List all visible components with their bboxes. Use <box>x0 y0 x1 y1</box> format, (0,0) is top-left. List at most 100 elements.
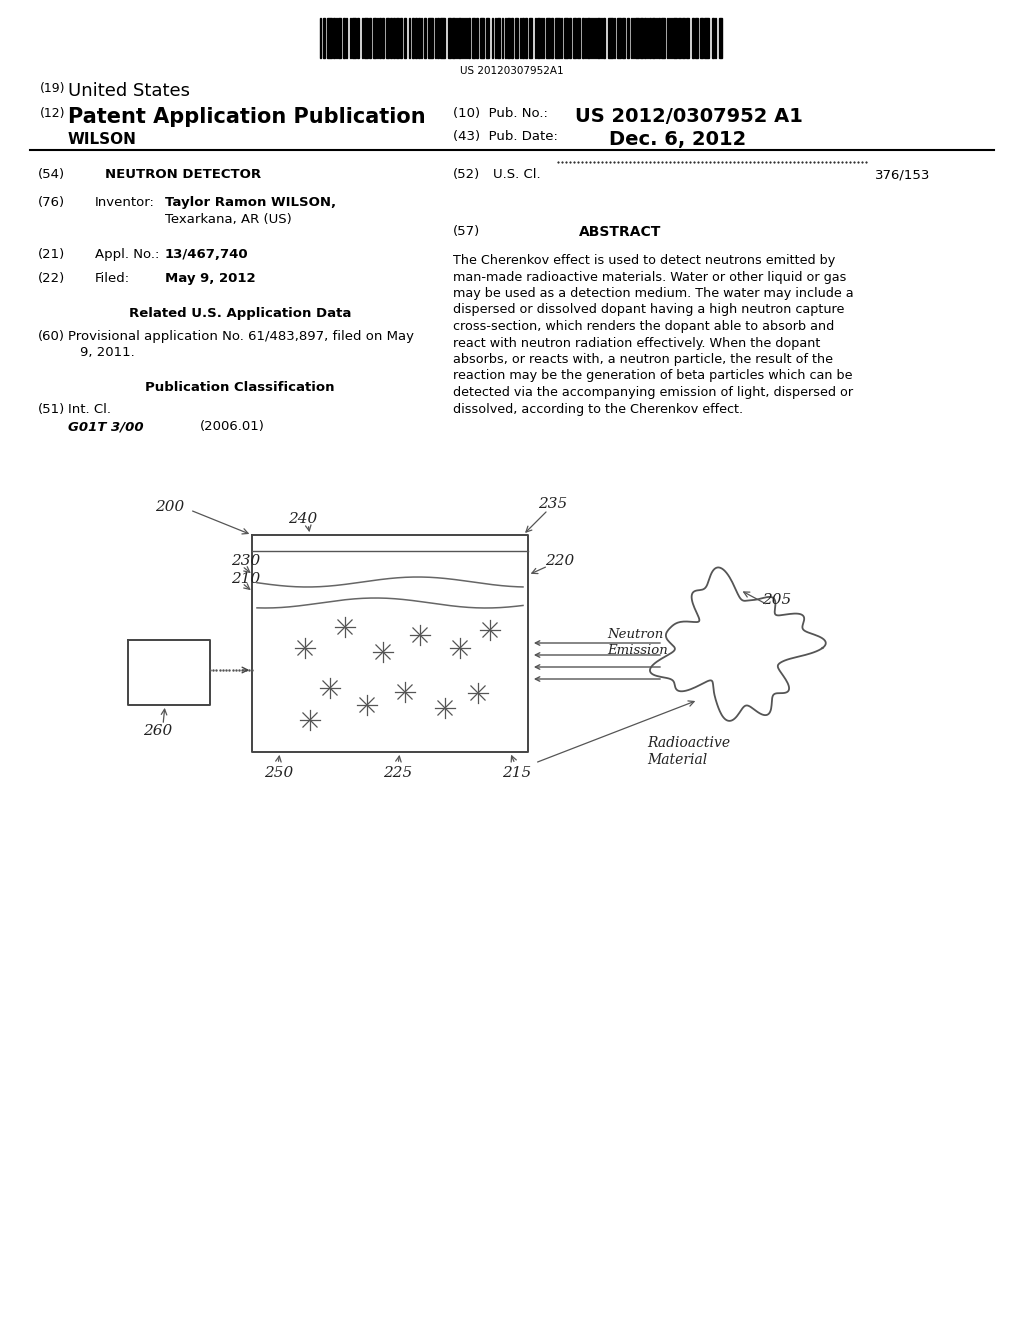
Text: Texarkana, AR (US): Texarkana, AR (US) <box>165 213 292 226</box>
Text: 240: 240 <box>288 512 317 525</box>
Bar <box>468 18 470 58</box>
Bar <box>627 18 629 58</box>
Text: detected via the accompanying emission of light, dispersed or: detected via the accompanying emission o… <box>453 385 853 399</box>
Bar <box>472 18 475 58</box>
Bar <box>404 18 406 58</box>
Text: US 2012/0307952 A1: US 2012/0307952 A1 <box>575 107 803 125</box>
Bar <box>682 18 685 58</box>
Text: Material: Material <box>647 752 708 767</box>
Bar <box>480 18 484 58</box>
Text: ABSTRACT: ABSTRACT <box>579 224 662 239</box>
Text: (76): (76) <box>38 195 66 209</box>
Text: (2006.01): (2006.01) <box>200 420 265 433</box>
Bar <box>338 18 341 58</box>
Bar <box>486 18 489 58</box>
Bar <box>369 18 371 58</box>
Text: 200: 200 <box>155 500 184 513</box>
Bar <box>515 18 518 58</box>
Bar <box>603 18 605 58</box>
Text: US 20120307952A1: US 20120307952A1 <box>460 66 564 77</box>
Bar <box>582 18 584 58</box>
Text: 230: 230 <box>231 554 260 568</box>
Text: (52): (52) <box>453 168 480 181</box>
Text: 235: 235 <box>538 498 567 511</box>
Bar <box>712 18 714 58</box>
Bar <box>323 18 325 58</box>
Bar <box>705 18 709 58</box>
Bar <box>522 18 524 58</box>
Bar <box>673 18 677 58</box>
Text: The Cherenkov effect is used to detect neutrons emitted by: The Cherenkov effect is used to detect n… <box>453 253 836 267</box>
Bar <box>662 18 665 58</box>
Bar <box>640 18 643 58</box>
Bar <box>577 18 580 58</box>
Text: G01T 3/00: G01T 3/00 <box>68 420 143 433</box>
Bar <box>658 18 660 58</box>
Text: Int. Cl.: Int. Cl. <box>68 403 111 416</box>
Text: (60): (60) <box>38 330 65 343</box>
Text: may be used as a detection medium. The water may include a: may be used as a detection medium. The w… <box>453 286 854 300</box>
Bar <box>393 18 395 58</box>
Bar <box>452 18 455 58</box>
Text: (57): (57) <box>453 224 480 238</box>
Text: (22): (22) <box>38 272 66 285</box>
Text: Related U.S. Application Data: Related U.S. Application Data <box>129 308 351 319</box>
Bar <box>678 18 681 58</box>
Bar <box>597 18 600 58</box>
Text: 210: 210 <box>231 572 260 586</box>
Text: 220: 220 <box>545 554 574 568</box>
Text: Dec. 6, 2012: Dec. 6, 2012 <box>609 129 746 149</box>
Bar <box>352 18 356 58</box>
Bar <box>458 18 461 58</box>
Text: Radioactive: Radioactive <box>647 737 730 750</box>
Text: dissolved, according to the Cherenkov effect.: dissolved, according to the Cherenkov ef… <box>453 403 743 416</box>
Text: man-made radioactive materials. Water or other liquid or gas: man-made radioactive materials. Water or… <box>453 271 847 284</box>
Text: (12): (12) <box>40 107 66 120</box>
Bar <box>415 18 417 58</box>
Bar <box>525 18 527 58</box>
Bar <box>379 18 381 58</box>
Bar <box>449 18 451 58</box>
Bar <box>400 18 402 58</box>
Text: U.S. Cl.: U.S. Cl. <box>493 168 541 181</box>
Bar <box>357 18 359 58</box>
Bar <box>555 18 560 58</box>
Bar <box>364 18 368 58</box>
Bar <box>569 18 571 58</box>
Bar <box>695 18 698 58</box>
Bar <box>386 18 389 58</box>
Text: 250: 250 <box>264 766 293 780</box>
Bar <box>551 18 553 58</box>
Bar <box>587 18 590 58</box>
Bar <box>635 18 639 58</box>
Text: (54): (54) <box>38 168 66 181</box>
Bar <box>529 18 532 58</box>
Bar <box>396 18 399 58</box>
Text: Emission: Emission <box>607 644 668 657</box>
Text: absorbs, or reacts with, a neutron particle, the result of the: absorbs, or reacts with, a neutron parti… <box>453 352 833 366</box>
Text: 260: 260 <box>143 723 172 738</box>
Text: 9, 2011.: 9, 2011. <box>80 346 135 359</box>
Text: Taylor Ramon WILSON,: Taylor Ramon WILSON, <box>165 195 336 209</box>
Text: (21): (21) <box>38 248 66 261</box>
Bar <box>390 18 392 58</box>
Bar <box>686 18 689 58</box>
Bar <box>700 18 703 58</box>
Text: Appl. No.:: Appl. No.: <box>95 248 160 261</box>
Bar <box>333 18 335 58</box>
Bar <box>546 18 550 58</box>
Bar <box>511 18 513 58</box>
Text: (19): (19) <box>40 82 66 95</box>
Bar <box>537 18 540 58</box>
Text: Patent Application Publication: Patent Application Publication <box>68 107 426 127</box>
Bar <box>573 18 575 58</box>
Bar <box>497 18 500 58</box>
Text: 376/153: 376/153 <box>874 168 931 181</box>
Bar <box>373 18 376 58</box>
Text: cross-section, which renders the dopant able to absorb and: cross-section, which renders the dopant … <box>453 319 835 333</box>
Bar <box>719 18 722 58</box>
Bar <box>424 18 426 58</box>
Text: Inventor:: Inventor: <box>95 195 155 209</box>
Bar <box>564 18 568 58</box>
Text: 205: 205 <box>762 593 792 607</box>
